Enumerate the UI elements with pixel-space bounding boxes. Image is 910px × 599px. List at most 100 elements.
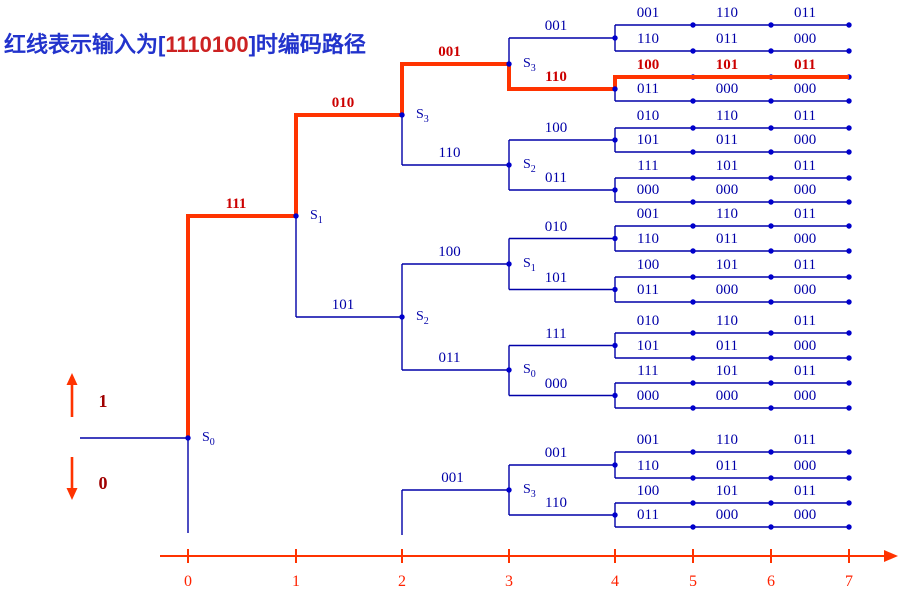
node-dot <box>690 125 696 131</box>
state-label: S2 <box>523 156 536 179</box>
tail-output-label: 011 <box>637 507 659 523</box>
down-arrowhead-icon <box>66 488 78 500</box>
node-dot <box>293 213 299 219</box>
tail-output-label: 101 <box>715 363 739 379</box>
node-dot <box>768 248 774 254</box>
tail-output-label: 000 <box>636 182 660 198</box>
node-dot <box>690 355 696 361</box>
node-dot <box>768 355 774 361</box>
node-dot <box>768 330 774 336</box>
node-dot <box>846 355 852 361</box>
axis-tick-label: 4 <box>611 573 619 590</box>
tail-output-label: 000 <box>793 81 817 97</box>
state-label-sub: 1 <box>317 214 323 226</box>
tail-output-label: 010 <box>636 313 660 329</box>
state-label-base: S <box>523 157 531 172</box>
node-dot <box>846 125 852 131</box>
node-dot <box>612 235 618 242</box>
node-dot <box>690 449 696 455</box>
tail-output-label: 000 <box>636 388 660 404</box>
tail-output-label: 011 <box>794 313 816 329</box>
node-dot <box>768 125 774 131</box>
title-text-after: 时编码路径 <box>255 32 366 57</box>
tail-output-label: 110 <box>716 432 738 448</box>
tail-output-label: 011 <box>716 231 738 247</box>
node-dot <box>846 48 852 54</box>
node-dot <box>846 500 852 506</box>
node-dot <box>690 22 696 28</box>
state-label-base: S <box>523 256 531 271</box>
node-dot <box>768 98 774 104</box>
tail-output-label: 011 <box>716 338 738 354</box>
node-dot <box>846 449 852 455</box>
node-dot <box>399 314 405 320</box>
node-dot <box>612 187 618 193</box>
node-dot <box>612 35 618 41</box>
legend-label-zero: 0 <box>98 473 108 493</box>
title-input-bits: 1110100 <box>165 32 249 57</box>
state-label: S1 <box>310 207 323 230</box>
node-dot <box>768 274 774 280</box>
tail-output-label: 110 <box>716 313 738 329</box>
state-label-base: S <box>523 56 531 71</box>
branch-output-label: 010 <box>544 218 568 235</box>
node-dot <box>399 112 405 118</box>
node-dot <box>185 435 191 441</box>
tail-output-label: 011 <box>716 458 738 474</box>
node-dot <box>768 223 774 229</box>
state-label: S3 <box>523 55 536 78</box>
branch-output-label: 110 <box>545 69 567 85</box>
state-label-base: S <box>202 430 210 445</box>
tail-output-label: 101 <box>636 338 660 354</box>
tail-output-label: 011 <box>716 132 738 148</box>
node-dot <box>690 223 696 229</box>
tail-output-label: 000 <box>793 31 817 47</box>
branch-output-label: 100 <box>438 244 461 260</box>
tail-output-label: 111 <box>637 158 659 174</box>
title-bracket-left: [ <box>158 32 166 57</box>
node-dot <box>612 286 618 293</box>
tail-output-label: 011 <box>794 257 816 273</box>
encoding-path-line <box>186 62 849 438</box>
tail-output-label: 101 <box>715 158 739 174</box>
state-label-base: S <box>523 362 531 377</box>
state-label-sub: 1 <box>530 262 536 274</box>
branch-output-label: 001 <box>441 470 464 486</box>
tail-output-label: 001 <box>636 432 660 448</box>
state-label-sub: 3 <box>423 113 429 125</box>
tail-output-label: 000 <box>715 182 739 198</box>
axis-tick-label: 7 <box>845 573 853 590</box>
node-dot <box>768 475 774 481</box>
tail-output-label: 011 <box>716 31 738 47</box>
tail-output-label: 011 <box>794 483 816 499</box>
tail-output-label: 100 <box>636 257 660 273</box>
tail-output-label: 000 <box>715 507 739 523</box>
title-text-before: 红线表示输入为 <box>4 32 159 57</box>
state-label-sub: 3 <box>530 62 536 74</box>
state-label: S3 <box>523 481 536 504</box>
tail-output-label: 101 <box>715 483 739 499</box>
tail-output-label: 100 <box>636 483 660 499</box>
tail-output-label: 000 <box>793 231 817 247</box>
node-dot <box>846 524 852 530</box>
node-dot <box>846 475 852 481</box>
state-label-sub: 2 <box>530 163 536 175</box>
node-dot <box>506 61 512 67</box>
tail-output-label: 000 <box>793 282 817 298</box>
tail-output-label: 011 <box>794 57 816 73</box>
tail-output-label: 101 <box>715 57 739 73</box>
tail-output-label: 000 <box>793 458 817 474</box>
node-dot <box>506 487 512 493</box>
tail-output-label: 000 <box>793 132 817 148</box>
node-dot <box>846 98 852 104</box>
tail-output-label: 011 <box>794 158 816 174</box>
tail-output-label: 101 <box>715 257 739 273</box>
branch-output-label: 110 <box>545 495 567 511</box>
tail-output-label: 001 <box>636 5 660 21</box>
legend-label-one: 1 <box>98 391 108 411</box>
branch-output-label: 001 <box>544 18 568 34</box>
node-dot <box>690 199 696 205</box>
branch-output-label: 010 <box>331 95 355 111</box>
tail-output-label: 111 <box>637 363 659 379</box>
node-dot <box>612 342 618 349</box>
